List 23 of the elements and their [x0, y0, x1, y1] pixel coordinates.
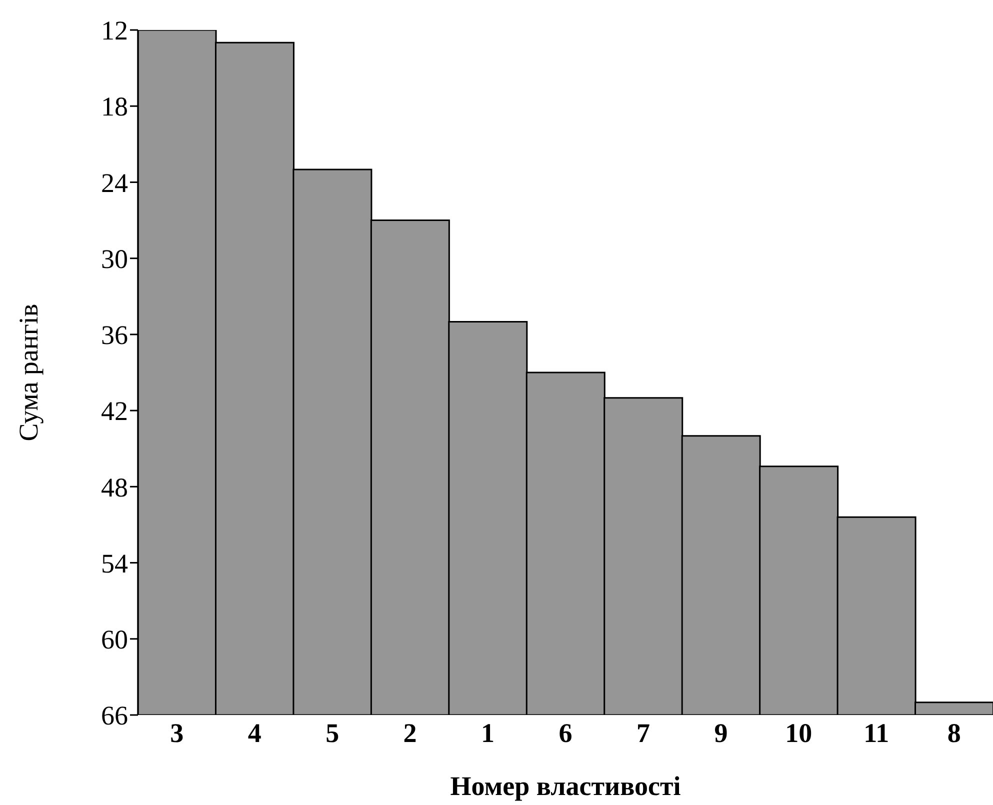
x-tick-label: 5 [326, 718, 340, 748]
x-tick-label: 7 [636, 718, 650, 748]
x-tick-label: 8 [947, 718, 961, 748]
y-tick-label: 54 [101, 548, 128, 578]
x-axis-title: Номер властивості [450, 771, 682, 801]
y-tick-label: 66 [101, 700, 128, 731]
y-tick-label: 60 [101, 624, 128, 654]
x-tick-label: 9 [714, 718, 728, 748]
x-tick-label: 11 [864, 718, 890, 748]
y-tick-label: 42 [101, 396, 128, 426]
y-tick-label: 18 [101, 92, 128, 122]
y-axis-title: Сума рангів [14, 304, 44, 442]
x-tick-label: 4 [248, 718, 262, 748]
y-tick-label: 12 [101, 16, 128, 46]
x-tick-label: 6 [558, 718, 572, 748]
y-tick-label: 48 [101, 472, 128, 502]
x-tick-label: 10 [785, 718, 812, 748]
x-tick-label: 3 [170, 718, 184, 748]
x-tick-label: 1 [481, 718, 495, 748]
x-tick-label: 2 [403, 718, 417, 748]
y-tick-label: 24 [101, 168, 128, 198]
y-tick-label: 30 [101, 244, 128, 274]
y-tick-label: 36 [101, 320, 128, 350]
